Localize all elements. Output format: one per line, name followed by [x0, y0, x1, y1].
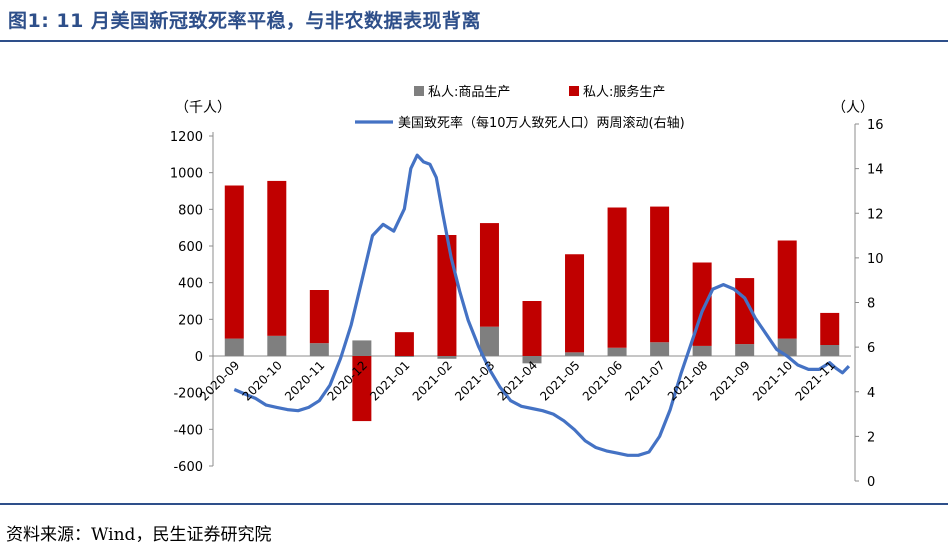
goods-bar [820, 345, 840, 356]
services-bar [394, 332, 414, 356]
services-bar [607, 207, 627, 348]
goods-bar [394, 356, 414, 357]
left-tick-label: 800 [178, 203, 203, 218]
x-tick-label: 2021-06 [580, 358, 625, 403]
legend-swatch-goods [414, 86, 424, 96]
goods-bar [437, 356, 457, 359]
x-tick-label: 2020-09 [197, 358, 242, 403]
x-tick-label: 2021-02 [410, 358, 455, 403]
services-bar [522, 301, 542, 356]
x-tick-label: 2020-10 [240, 358, 285, 403]
left-tick-label: 0 [195, 350, 203, 365]
services-bar [267, 180, 287, 336]
x-tick-labels: 2020-092020-102020-112020-122021-012021-… [197, 358, 838, 403]
services-bar [565, 254, 585, 353]
left-tick-label: 1200 [170, 130, 203, 145]
left-tick-label: 1000 [170, 167, 203, 182]
goods-bar [607, 347, 627, 356]
services-bar [777, 240, 797, 339]
left-tick-label: -400 [173, 423, 203, 438]
x-tick-label: 2021-01 [367, 358, 412, 403]
right-tick-label: 16 [867, 118, 884, 133]
right-axis-unit: （人） [832, 100, 874, 116]
goods-bar [735, 344, 755, 356]
legend-swatch-services [569, 86, 579, 96]
right-tick-label: 14 [867, 163, 884, 178]
goods-bar [309, 343, 329, 356]
goods-bar [479, 326, 499, 356]
left-tick-label: 400 [178, 277, 203, 292]
goods-bar [522, 356, 542, 364]
legend-label-goods: 私人:商品生产 [428, 85, 510, 100]
left-tick-label: 200 [178, 313, 203, 328]
legend-label-services: 私人:服务生产 [583, 84, 665, 100]
services-bar [820, 312, 840, 345]
goods-bar [692, 345, 712, 356]
footer-divider [0, 503, 948, 505]
right-tick-label: 8 [867, 297, 875, 312]
x-tick-label: 2021-09 [707, 358, 752, 403]
left-tick-label: 600 [178, 240, 203, 255]
x-tick-label: 2021-07 [622, 358, 667, 403]
services-bar [479, 223, 499, 327]
goods-bar [224, 338, 244, 356]
services-bar [352, 356, 372, 422]
x-tick-label: 2021-08 [665, 358, 710, 403]
x-tick-label: 2021-03 [452, 358, 497, 403]
source-note: 资料来源：Wind，民生证券研究院 [6, 525, 272, 545]
right-tick-label: 12 [867, 207, 884, 222]
goods-bar [650, 342, 670, 356]
goods-bar [565, 352, 585, 356]
left-tick-label: -600 [173, 460, 203, 475]
fatality-rate-line [233, 153, 851, 457]
left-axis-unit: （千人） [175, 100, 231, 116]
services-bar [437, 235, 457, 356]
left-tick-label: -200 [173, 387, 203, 402]
bars [224, 180, 840, 422]
x-tick-label: 2021-10 [750, 358, 795, 403]
right-tick-label: 4 [867, 386, 875, 401]
goods-bar [352, 340, 372, 356]
title-divider [0, 40, 948, 42]
line-layer [233, 153, 851, 457]
services-bar [224, 185, 244, 339]
chart-title: 图1: 11 月美国新冠致死率平稳，与非农数据表现背离 [8, 10, 481, 32]
legend-label-line: 美国致死率（每10万人致死人口）两周滚动(右轴) [398, 115, 685, 131]
right-tick-label: 2 [867, 430, 875, 445]
right-tick-label: 6 [867, 341, 875, 356]
services-bar [309, 290, 329, 344]
x-tick-label: 2021-05 [537, 358, 582, 403]
goods-bar [267, 335, 287, 356]
services-bar [650, 206, 670, 343]
right-tick-label: 0 [867, 475, 875, 490]
x-tick-label: 2021-04 [495, 358, 540, 403]
right-tick-label: 10 [867, 252, 884, 267]
